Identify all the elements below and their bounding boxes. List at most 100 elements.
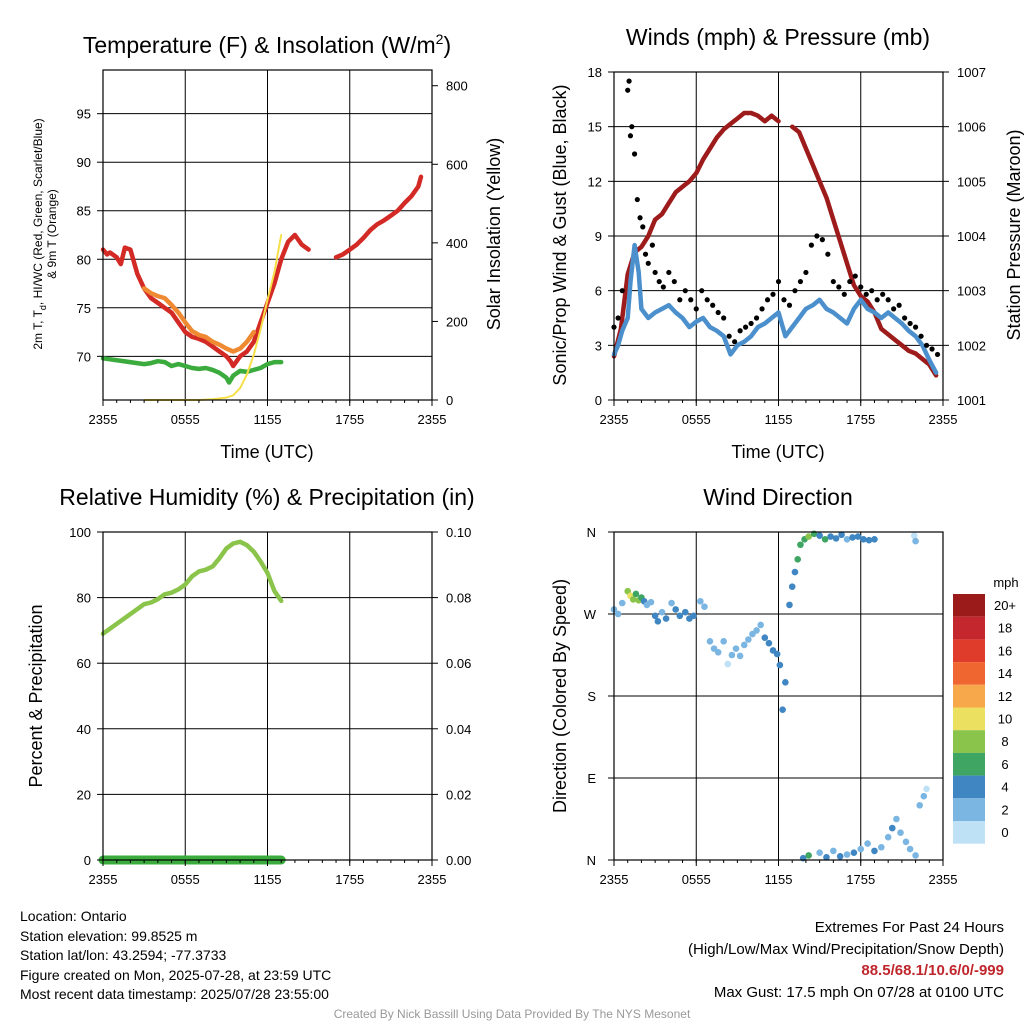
direction-point xyxy=(732,645,740,652)
x-tick-label: 1755 xyxy=(335,412,364,427)
9m-t-line xyxy=(141,286,257,354)
gust-point xyxy=(792,288,798,294)
colorbar-swatch xyxy=(953,684,985,708)
direction-point xyxy=(805,533,812,540)
gust-point xyxy=(775,278,782,285)
direction-point xyxy=(864,840,871,847)
y-tick-label: 80 xyxy=(77,252,91,267)
gust-point xyxy=(923,342,930,348)
recent-data-text: Most recent data timestamp: 2025/07/28 2… xyxy=(20,986,329,1003)
direction-point xyxy=(779,706,786,713)
gust-point xyxy=(699,288,705,294)
gust-point xyxy=(637,215,643,221)
gust-point xyxy=(652,269,658,276)
svg-text:& 9m T (Orange): & 9m T (Orange) xyxy=(45,189,59,279)
direction-point xyxy=(714,648,722,656)
plot-frame xyxy=(102,531,433,861)
direction-point xyxy=(647,598,655,606)
colorbar-label: 16 xyxy=(998,643,1012,658)
direction-point xyxy=(871,535,878,543)
y2-tick-label: 0 xyxy=(446,393,453,408)
direction-point xyxy=(865,536,873,544)
station-pressure-line xyxy=(789,124,939,378)
direction-point xyxy=(836,853,844,860)
direction-point xyxy=(923,785,930,793)
direction-point xyxy=(794,556,801,563)
gust-point xyxy=(912,324,919,330)
y-tick-label: 95 xyxy=(77,107,91,122)
colorbar-title: mph xyxy=(993,575,1018,590)
y-tick-label: N xyxy=(587,525,596,540)
y-tick-label: 60 xyxy=(77,656,91,671)
gust-point xyxy=(803,269,809,276)
gust-point xyxy=(726,333,732,339)
gust-point xyxy=(634,196,640,203)
humidity-panel: Relative Humidity (%) & Precipitation (i… xyxy=(26,484,475,887)
y-tick-label: 9 xyxy=(595,229,602,244)
winds-y2label: Station Pressure (Maroon) xyxy=(1004,129,1024,340)
direction-point xyxy=(888,824,896,832)
gust-point xyxy=(737,328,743,334)
gust-point xyxy=(627,133,634,139)
direction-point xyxy=(791,568,799,576)
direction-point xyxy=(740,641,748,649)
x-tick-label: 2355 xyxy=(418,412,447,427)
humidity-ylabel: Percent & Precipitation xyxy=(26,604,46,787)
direction-point xyxy=(651,612,659,620)
2m-t-line xyxy=(333,174,424,260)
y2-tick-label: 0.02 xyxy=(446,787,471,802)
direction-point xyxy=(697,597,704,605)
x-tick-label: 0555 xyxy=(682,412,711,427)
direction-panel: Wind Direction Direction (Colored By Spe… xyxy=(550,484,1019,887)
gust-point xyxy=(929,346,935,352)
gust-point xyxy=(863,291,869,297)
direction-point xyxy=(782,679,789,686)
gust-point xyxy=(626,78,632,84)
gust-point xyxy=(836,284,842,290)
plot-frame xyxy=(613,71,944,401)
y-tick-label: 0 xyxy=(595,393,602,408)
direction-point xyxy=(757,621,764,629)
direction-point xyxy=(830,847,837,855)
x-tick-label: 2355 xyxy=(89,412,118,427)
winds-ylabel: Sonic/Prop Wind & Gust (Blue, Black) xyxy=(550,84,570,385)
gust-point xyxy=(743,324,749,330)
direction-point xyxy=(805,852,812,859)
y-tick-label: 75 xyxy=(77,301,91,316)
extremes-info: Extremes For Past 24 Hours (High/Low/Max… xyxy=(688,917,1004,1003)
direction-point xyxy=(672,606,679,613)
direction-point xyxy=(724,660,732,668)
direction-point xyxy=(912,537,919,545)
direction-point xyxy=(871,847,878,855)
gust-point xyxy=(934,351,941,358)
direction-point xyxy=(849,534,856,541)
direction-point xyxy=(838,531,845,539)
plot-frame xyxy=(102,69,433,401)
y-tick-label: 70 xyxy=(77,349,91,364)
gust-point xyxy=(710,302,716,308)
direction-point xyxy=(843,535,851,543)
gust-point xyxy=(704,297,710,303)
direction-point xyxy=(823,853,830,861)
gust-point xyxy=(819,237,825,243)
gust-point xyxy=(759,306,765,312)
y2-tick-label: 1005 xyxy=(957,174,986,189)
colorbar-label: 8 xyxy=(1001,734,1008,749)
sonic-prop-wind-line xyxy=(611,242,939,375)
direction-point xyxy=(765,639,773,647)
y2-tick-label: 600 xyxy=(446,157,468,172)
colorbar-swatch xyxy=(953,775,985,799)
y2-tick-label: 1006 xyxy=(957,120,986,135)
gust-point xyxy=(880,291,886,297)
colorbar-label: 2 xyxy=(1001,802,1008,817)
direction-point xyxy=(753,627,760,634)
gust-point xyxy=(677,297,683,303)
colorbar-label: 20+ xyxy=(994,598,1016,613)
direction-point xyxy=(857,845,865,853)
y2-tick-label: 0.10 xyxy=(446,525,471,540)
direction-point xyxy=(821,535,829,543)
y2-tick-label: 0.06 xyxy=(446,656,471,671)
y-tick-label: 40 xyxy=(77,722,91,737)
direction-point xyxy=(728,651,736,659)
